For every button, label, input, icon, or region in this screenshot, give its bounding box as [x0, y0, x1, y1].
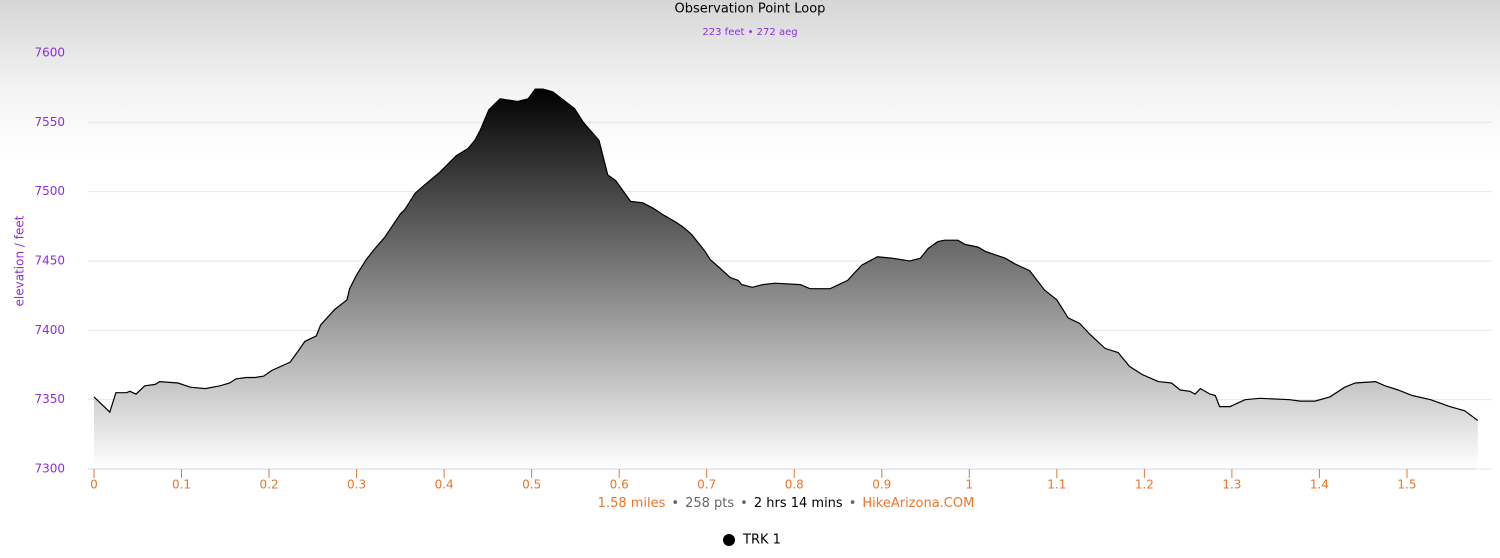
x-tick-label: 1	[965, 478, 973, 492]
credits-item: 258 pts	[685, 496, 734, 511]
x-tick-label: 0.9	[872, 478, 891, 492]
x-tick-label: 0.6	[610, 478, 629, 492]
x-tick-label: 0.2	[260, 478, 279, 492]
x-tick-label: 0.8	[785, 478, 804, 492]
x-tick-label: 0.4	[435, 478, 454, 492]
x-tick-label: 1.1	[1047, 478, 1066, 492]
x-tick-label: 0.1	[172, 478, 191, 492]
x-tick-label: 0.5	[522, 478, 541, 492]
y-tick-label: 7300	[34, 462, 65, 476]
x-tick-label: 1.3	[1222, 478, 1241, 492]
credits-item: 1.58 miles	[598, 496, 666, 511]
y-tick-label: 7550	[34, 115, 65, 129]
y-tick-label: 7450	[34, 254, 65, 268]
y-tick-label: 7500	[34, 184, 65, 198]
y-tick-label: 7600	[34, 46, 65, 60]
area-fill	[94, 89, 1478, 469]
credits-item: 2 hrs 14 mins	[754, 496, 843, 511]
credits-separator: •	[671, 496, 679, 511]
credits-separator: •	[740, 496, 748, 511]
x-tick-label: 0	[90, 478, 98, 492]
y-tick-label: 7350	[34, 392, 65, 406]
y-tick-label: 7400	[34, 323, 65, 337]
elevation-line	[93, 88, 1479, 421]
x-tick-label: 1.4	[1310, 478, 1329, 492]
x-tick-label: 0.7	[697, 478, 716, 492]
credits: 1.58 miles • 258 pts • 2 hrs 14 mins • HikeAri…	[598, 496, 975, 511]
chart-title: Observation Point Loop	[675, 2, 826, 17]
x-tick-label: 0.3	[347, 478, 366, 492]
y-axis-label: elevation / feet	[13, 215, 27, 306]
chart-subtitle: 223 feet • 272 aeg	[702, 27, 797, 38]
legend-marker	[723, 534, 735, 546]
x-tick-label: 1.5	[1397, 478, 1416, 492]
legend-label: TRK 1	[742, 533, 781, 548]
x-tick-label: 1.2	[1135, 478, 1154, 492]
credits-separator: •	[849, 496, 857, 511]
credits-item: HikeArizona.COM	[862, 496, 974, 511]
